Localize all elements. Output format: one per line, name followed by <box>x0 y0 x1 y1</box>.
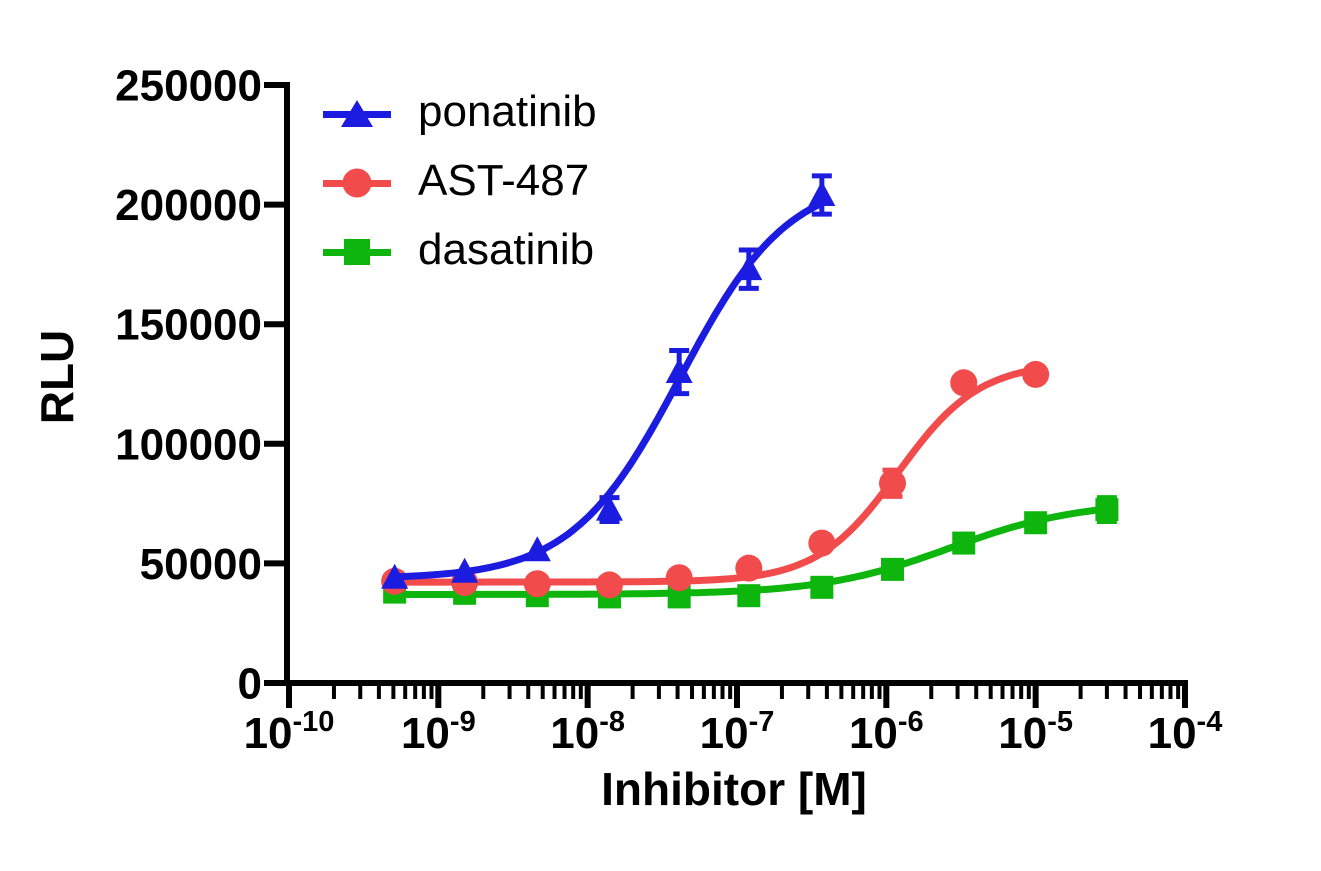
y-tick-label: 50000 <box>140 540 262 589</box>
y-tick-label: 150000 <box>115 301 262 350</box>
y-tick-label: 100000 <box>115 420 262 469</box>
data-point-square <box>952 531 976 555</box>
data-point-triangle <box>523 536 551 562</box>
data-point-triangle <box>808 181 836 207</box>
data-point-square <box>667 585 691 609</box>
y-tick-label: 0 <box>238 660 262 709</box>
data-point-triangle <box>381 563 409 589</box>
x-tick-label: 10-10 <box>244 706 335 758</box>
x-tick-label: 10-7 <box>700 706 775 758</box>
data-point-triangle <box>451 557 479 583</box>
legend-label-dasatinib: dasatinib <box>418 225 595 274</box>
data-point-circle <box>1022 360 1050 388</box>
data-point-circle <box>595 571 623 599</box>
data-point-circle <box>523 570 551 598</box>
data-point-square <box>737 584 761 608</box>
fit-curve-AST-487 <box>391 366 1040 586</box>
legend-item-ponatinib: ponatinib <box>323 87 597 136</box>
legend-item-dasatinib: dasatinib <box>323 225 597 274</box>
data-point-square <box>1024 511 1048 535</box>
triangle-marker-icon <box>323 97 391 131</box>
data-point-circle <box>735 554 763 582</box>
legend-label-ponatinib: ponatinib <box>418 87 597 136</box>
data-point-circle <box>665 564 693 592</box>
data-point-square <box>881 557 905 581</box>
x-tick-label: 10-5 <box>998 706 1073 758</box>
circle-marker-icon <box>323 166 391 200</box>
data-point-circle <box>808 529 836 557</box>
data-point-square <box>1095 498 1119 522</box>
y-tick-label: 250000 <box>115 62 262 111</box>
data-point-triangle <box>665 358 693 384</box>
series-AST-487 <box>381 360 1050 599</box>
data-point-triangle <box>595 495 623 521</box>
x-tick-label: 10-8 <box>550 706 625 758</box>
legend-item-ast487: AST-487 <box>323 156 597 205</box>
x-axis-title: Inhibitor [M] <box>601 763 867 815</box>
x-tick-label: 10-6 <box>849 706 924 758</box>
data-point-square <box>810 575 834 599</box>
x-tick-label: 10-9 <box>401 706 476 758</box>
data-point-circle <box>879 469 907 497</box>
data-point-triangle <box>735 255 763 281</box>
y-axis-title: RLU <box>31 329 83 425</box>
legend-label-ast487: AST-487 <box>418 156 590 205</box>
data-point-circle <box>950 369 978 397</box>
y-tick-label: 200000 <box>115 181 262 230</box>
legend: ponatinib AST-487 dasatinib <box>323 87 597 274</box>
x-tick-label: 10-4 <box>1148 706 1223 758</box>
series-dasatinib <box>383 495 1119 609</box>
axes: 0 50000 100000 150000 200000 250000 10-10 10-9 1… <box>115 62 1222 759</box>
square-marker-icon <box>323 235 391 269</box>
series-ponatinib <box>381 173 836 589</box>
